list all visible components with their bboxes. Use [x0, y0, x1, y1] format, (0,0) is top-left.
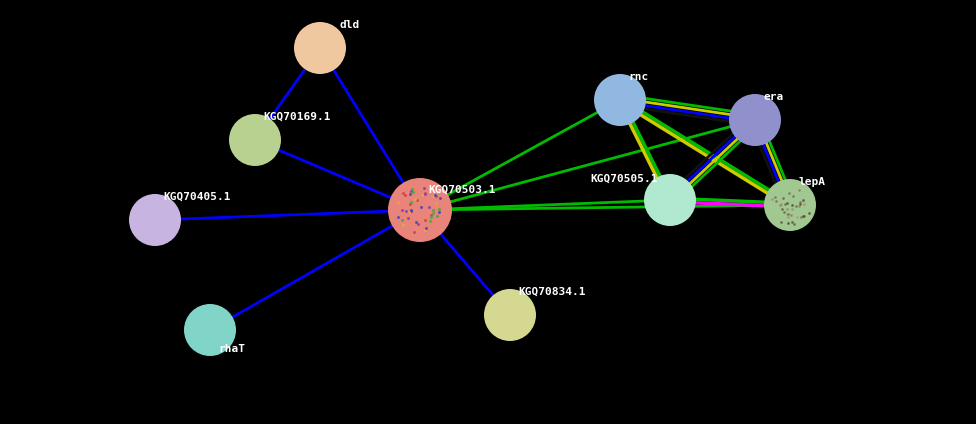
Text: rnc: rnc [628, 72, 648, 82]
Text: KGQ70503.1: KGQ70503.1 [428, 185, 496, 195]
Circle shape [229, 114, 281, 166]
Text: KGQ70834.1: KGQ70834.1 [518, 287, 586, 297]
Text: era: era [763, 92, 784, 102]
Text: KGQ70169.1: KGQ70169.1 [263, 112, 331, 122]
Circle shape [484, 289, 536, 341]
Text: KGQ70505.1: KGQ70505.1 [590, 174, 658, 184]
Circle shape [764, 179, 816, 231]
Circle shape [388, 178, 452, 242]
Circle shape [644, 174, 696, 226]
Circle shape [129, 194, 181, 246]
Text: KGQ70405.1: KGQ70405.1 [163, 192, 230, 202]
Circle shape [594, 74, 646, 126]
Text: rhaT: rhaT [218, 344, 245, 354]
Circle shape [729, 94, 781, 146]
Circle shape [294, 22, 346, 74]
Circle shape [184, 304, 236, 356]
Text: lepA: lepA [798, 177, 825, 187]
Text: dld: dld [340, 20, 360, 30]
